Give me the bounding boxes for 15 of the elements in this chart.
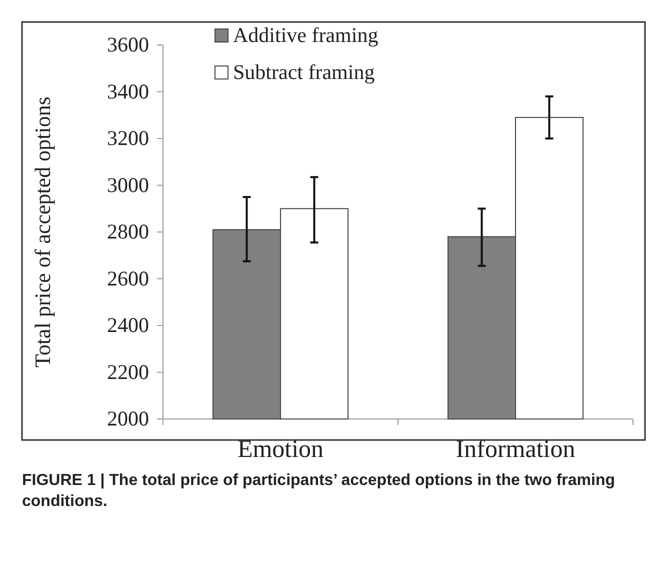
y-tick-label: 3000: [107, 172, 149, 197]
y-tick-label: 2800: [107, 220, 149, 244]
x-tick-label: Emotion: [237, 436, 324, 463]
y-tick-label: 3200: [107, 126, 149, 150]
caption: FIGURE 1 | The total price of participants’ accepted options in the two framing conditions.: [22, 471, 616, 512]
legend-label: Subtract framing: [233, 60, 376, 84]
y-tick-label: 3600: [107, 32, 149, 57]
y-tick-label: 2600: [107, 266, 149, 290]
y-tick-label: 3400: [107, 79, 149, 104]
y-axis-title: Total price of accepted options: [30, 96, 55, 368]
y-tick-label: 2200: [107, 360, 149, 384]
x-tick-label: Information: [456, 436, 576, 463]
y-tick-label: 2400: [107, 313, 149, 338]
y-tick-label: 2000: [107, 406, 149, 431]
legend-label: Additive framing: [233, 23, 379, 47]
